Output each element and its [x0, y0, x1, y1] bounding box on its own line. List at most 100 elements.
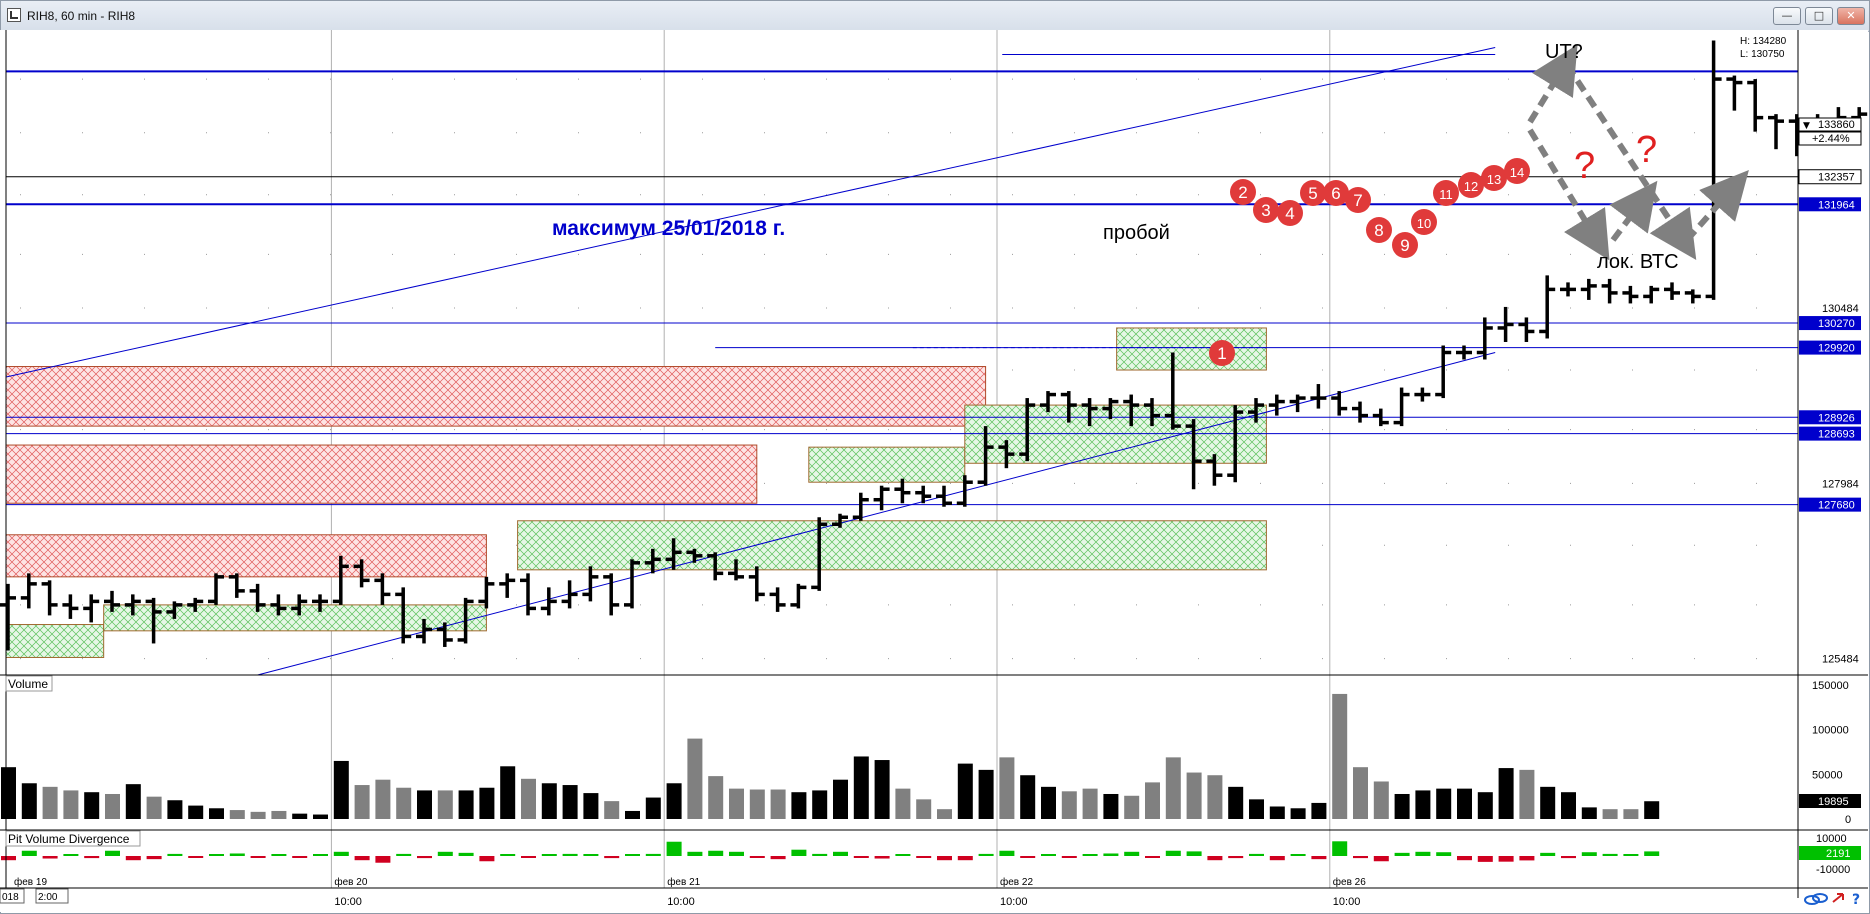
wave-badge-number: 7 — [1353, 191, 1362, 210]
ohlc-bar — [894, 478, 911, 504]
pvd-bar — [1186, 851, 1202, 856]
pvd-axis-bottom: -10000 — [1816, 864, 1850, 876]
pvd-bar — [937, 856, 952, 861]
wave-badge: 13 — [1481, 165, 1507, 191]
time-axis-time: 10:00 — [1000, 896, 1028, 908]
svg-text:?: ? — [1852, 892, 1860, 908]
volume-bar — [1020, 775, 1036, 819]
volume-bar — [1290, 808, 1306, 819]
price-level-label: 127680 — [1818, 500, 1855, 512]
pvd-bar — [1394, 852, 1410, 856]
volume-bar — [666, 783, 682, 819]
volume-bar — [458, 790, 474, 819]
volume-bar — [1061, 791, 1077, 819]
pvd-bar — [229, 853, 245, 856]
ohlc-bar — [62, 594, 79, 619]
wave-badge-circle — [1209, 340, 1235, 366]
ohlc-bar — [1185, 419, 1202, 490]
ohlc-bar — [104, 590, 120, 612]
ohlc-bar — [1102, 398, 1119, 420]
ohlc-bar — [1352, 401, 1368, 423]
link-icon[interactable] — [1804, 893, 1828, 905]
pvd-bar — [604, 856, 620, 859]
volume-panel-label: Volume — [8, 677, 48, 691]
volume-bar — [333, 760, 349, 819]
volume-bar — [1228, 786, 1244, 819]
title-bar[interactable]: RIH8, 60 min - RIH8 — □ ✕ — [1, 1, 1869, 32]
last-price-label: 133860 — [1818, 119, 1855, 131]
time-axis-date: фев 19 — [14, 876, 47, 888]
high-readout: H: 134280 — [1740, 36, 1787, 47]
ohlc-bar — [1144, 398, 1160, 427]
volume-bar — [937, 809, 952, 819]
ohlc-bar — [686, 548, 703, 563]
pvd-bar — [1, 856, 16, 861]
time-axis-time: 10:00 — [667, 896, 695, 908]
volume-bar — [999, 757, 1015, 819]
ohlc-bar — [1081, 398, 1098, 427]
ohlc-bar — [1518, 317, 1535, 342]
pvd-bar — [500, 854, 516, 856]
ohlc-bar — [1539, 275, 1556, 339]
pvd-bar — [1540, 852, 1556, 856]
price-level-label: 131964 — [1818, 199, 1855, 211]
pvd-bar — [437, 851, 453, 856]
corner-year: 018 — [2, 892, 19, 903]
pvd-bar — [1644, 851, 1660, 856]
ohlc-bar — [956, 475, 973, 507]
volume-bar — [1311, 802, 1327, 819]
pvd-bar — [209, 854, 224, 856]
pvd-bar — [479, 856, 495, 862]
volume-bar — [833, 779, 848, 819]
volume-bar — [21, 783, 37, 819]
navigate-arrows-icon[interactable] — [1832, 893, 1844, 903]
ohlc-bar — [769, 587, 786, 612]
ohlc-bar — [520, 573, 536, 616]
wave-badge-number: 14 — [1510, 165, 1524, 180]
price-level-tag — [1799, 426, 1861, 441]
wave-badge-circle — [1366, 217, 1392, 243]
close-button[interactable]: ✕ — [1837, 7, 1865, 25]
pvd-bar — [333, 851, 349, 856]
ohlc-bar — [1040, 391, 1056, 413]
change-pct-label: +2.44% — [1812, 133, 1850, 145]
volume-axis: 150000 100000 50000 0 — [1812, 680, 1851, 826]
pvd-bar — [1145, 856, 1160, 858]
support-zone — [964, 404, 1267, 464]
ohlc-bar — [728, 559, 744, 581]
pvd-bar — [1041, 854, 1056, 856]
pvd-bar — [687, 851, 703, 856]
ohlc-bar — [353, 559, 370, 588]
corner-time: 2:00 — [38, 892, 58, 903]
minimize-button[interactable]: — — [1773, 7, 1801, 25]
resistance-zone — [5, 366, 987, 427]
ohlc-bar — [83, 594, 100, 623]
price-level-tag — [1799, 497, 1861, 512]
volume-bar — [1165, 757, 1181, 819]
time-axis-date: фев 20 — [334, 876, 367, 888]
pvd-bar — [833, 851, 848, 856]
pvd-bar — [146, 856, 162, 860]
pvd-bar — [1561, 856, 1576, 859]
ohlc-bar — [1622, 285, 1639, 304]
pvd-bar — [1249, 853, 1264, 856]
wave-badge: 7 — [1345, 187, 1371, 213]
volume-axis-tick: 100000 — [1812, 725, 1849, 737]
ohlc-bar — [457, 597, 474, 644]
price-level-tag — [1799, 340, 1861, 355]
pvd-bar — [874, 856, 890, 859]
restore-button[interactable]: □ — [1805, 7, 1833, 25]
pvd-bar — [583, 854, 599, 856]
ohlc-bar — [582, 566, 599, 602]
ohlc-bar — [1747, 79, 1764, 132]
volume-bar — [1457, 788, 1472, 819]
question-mark-1: ? — [1574, 145, 1595, 187]
volume-bar — [1477, 792, 1493, 819]
pvd-bar — [313, 854, 328, 856]
price-level-tag — [1799, 316, 1861, 331]
help-icon[interactable]: ? — [1852, 892, 1860, 908]
volume-bar — [313, 814, 328, 819]
wave-badge: 2 — [1230, 179, 1256, 205]
